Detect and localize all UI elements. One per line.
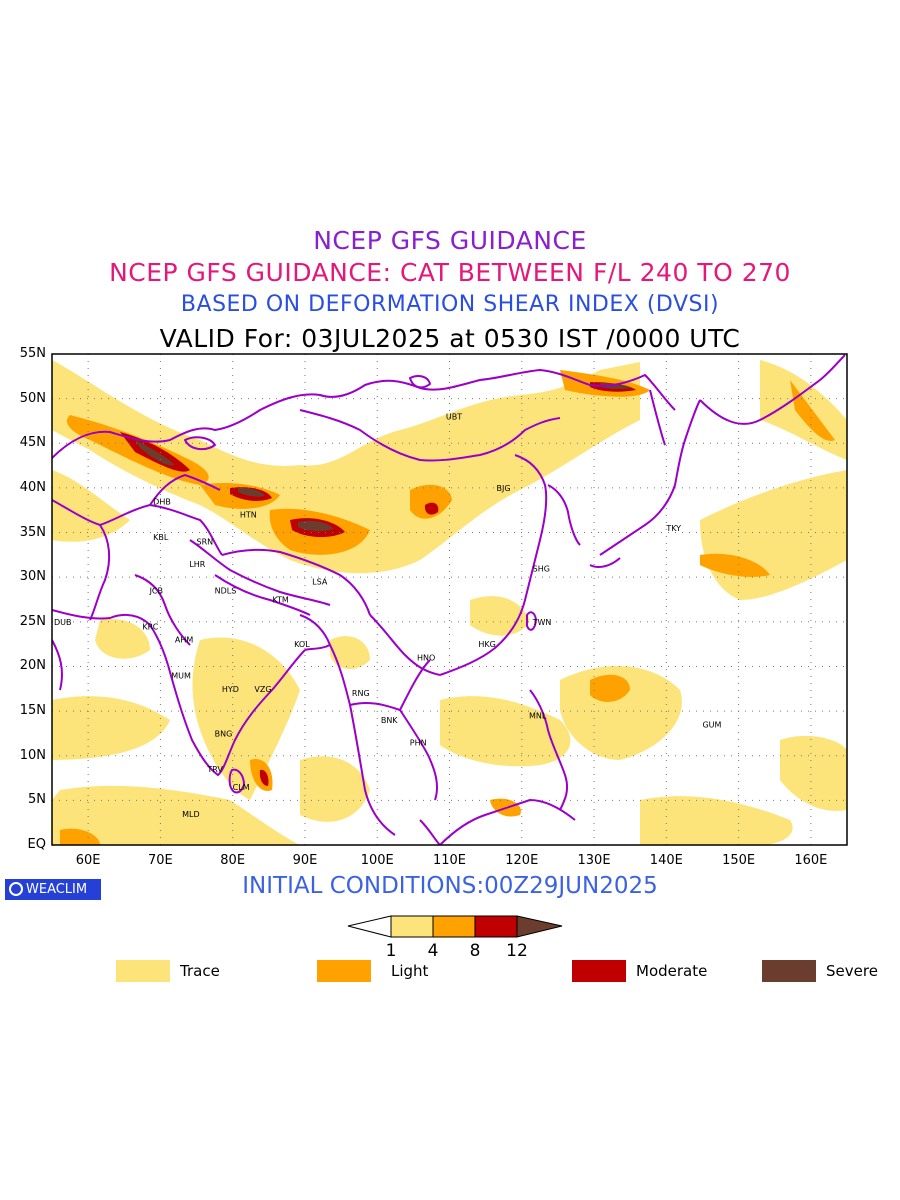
city-label: VZG (254, 685, 271, 694)
city-label: TWN (532, 618, 552, 627)
lat-label: 15N (19, 703, 46, 719)
city-label: HYD (222, 685, 239, 694)
city-label: BJG (496, 484, 510, 493)
colorbar-bin-1-4 (390, 915, 434, 938)
city-label: CLM (233, 783, 250, 792)
colorbar-bin-4-8 (432, 915, 476, 938)
city-label: DUB (54, 618, 72, 627)
initial-conditions: INITIAL CONDITIONS:00Z29JUN2025 (242, 873, 658, 899)
lon-label: 70E (148, 853, 173, 868)
legend-label-trace: Trace (180, 962, 220, 980)
lat-label: EQ (27, 837, 46, 852)
grid-lines (52, 354, 847, 845)
city-label: JCB (149, 587, 163, 596)
weaclim-logo: WEACLIM (5, 879, 101, 900)
valid-time: VALID For: 03JUL2025 at 0530 IST /0000 U… (159, 324, 741, 353)
city-label: PHN (410, 738, 427, 747)
lon-label: 160E (794, 853, 828, 868)
logo-circle-icon (9, 882, 23, 896)
plot-frame (51, 353, 848, 846)
title-line-3: BASED ON DEFORMATION SHEAR INDEX (DVSI) (180, 292, 720, 317)
lat-label: 5N (28, 792, 46, 808)
city-label: AHM (175, 636, 193, 645)
legend-swatch-moderate (572, 960, 626, 982)
city-label: KBL (153, 533, 169, 542)
lat-label: 20N (19, 658, 46, 674)
lat-label: 55N (19, 346, 46, 361)
title-line-1: NCEP GFS GUIDANCE (313, 226, 587, 255)
lon-label: 80E (220, 853, 246, 868)
lon-label: 90E (292, 853, 318, 868)
logo-text: WEACLIM (26, 882, 88, 897)
city-label: RNG (352, 689, 370, 698)
legend-label-moderate: Moderate (636, 962, 708, 980)
city-label: SRN (197, 537, 214, 546)
trace-areas (52, 360, 847, 845)
colorbar-label-4: 4 (427, 941, 439, 961)
colorbar-label-8: 8 (469, 941, 481, 961)
turbulence-field (52, 360, 847, 845)
lon-label: 60E (75, 853, 101, 868)
lat-label: 50N (19, 390, 46, 406)
city-label: HKG (478, 640, 495, 649)
lon-label: 100E (360, 853, 394, 868)
city-label: LSA (312, 578, 328, 587)
lon-label: 120E (505, 853, 539, 868)
legend-label-severe: Severe (826, 962, 878, 980)
city-label: NDLS (215, 587, 237, 596)
city-label: DHB (153, 497, 171, 506)
colorbar-label-1: 1 (385, 941, 397, 961)
colorbar-under-arrow (347, 915, 392, 938)
legend-label-light: Light (391, 962, 429, 980)
lat-label: 25N (19, 613, 46, 629)
city-label: KTM (272, 596, 289, 605)
city-label: MUM (171, 671, 191, 680)
lon-label: 140E (649, 853, 683, 868)
severe-areas (135, 383, 632, 532)
lat-label: 45N (19, 435, 46, 451)
lat-label: 35N (19, 524, 46, 540)
lon-label: 130E (577, 853, 611, 868)
city-labels: UBT DHB HTN BJG TKY KBL SRN LHR SHG LSA JCB NDLS KTM… (54, 412, 722, 818)
city-label: UBT (446, 412, 462, 421)
city-label: SHG (533, 564, 550, 573)
city-label: BNK (381, 716, 398, 725)
city-label: KRC (142, 622, 158, 631)
colorbar-label-12: 12 (506, 941, 528, 961)
lat-label: 30N (19, 569, 46, 585)
lon-label: 110E (432, 853, 467, 868)
city-label: HTN (240, 511, 257, 520)
city-label: MLD (182, 810, 200, 819)
city-label: GUM (702, 720, 721, 729)
lon-label: 150E (722, 853, 756, 868)
city-label: KOL (294, 640, 310, 649)
legend-swatch-trace (116, 960, 170, 982)
city-label: MNL (529, 712, 547, 721)
legend-swatch-light (317, 960, 371, 982)
city-label: BNG (215, 729, 233, 738)
colorbar-over-arrow (516, 915, 563, 938)
city-label: TKY (665, 524, 681, 533)
city-label: HNO (417, 654, 435, 663)
colorbar-bin-8-12 (474, 915, 518, 938)
city-label: TRV (206, 765, 223, 774)
lat-label: 40N (19, 479, 46, 495)
country-boundaries (52, 354, 846, 845)
lat-label: 10N (19, 747, 46, 763)
title-line-2: NCEP GFS GUIDANCE: CAT BETWEEN F/L 240 T… (109, 258, 791, 287)
city-label: LHR (189, 560, 205, 569)
legend-swatch-severe (762, 960, 816, 982)
